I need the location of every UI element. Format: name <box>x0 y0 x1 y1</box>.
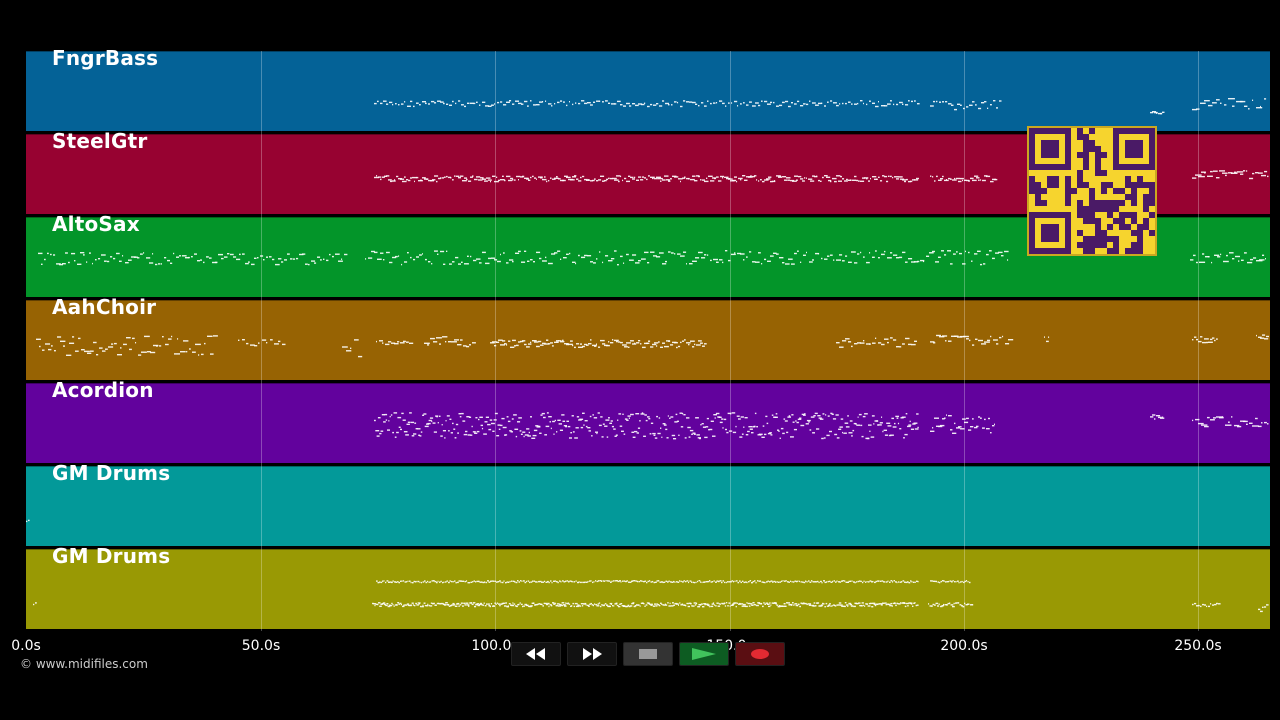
copyright-text: © www.midifiles.com <box>20 657 148 671</box>
time-tick: 50.0s <box>241 638 281 654</box>
time-tick: 200.0s <box>940 638 988 654</box>
play-button[interactable] <box>679 642 729 666</box>
track-name: Acordion <box>52 378 154 402</box>
grid-line <box>495 51 496 631</box>
track-name: AltoSax <box>52 212 140 236</box>
time-tick: 100.0s <box>471 638 519 654</box>
grid-line <box>261 51 262 631</box>
qr-code-icon[interactable] <box>1027 126 1157 256</box>
qr-code-graphic <box>1029 128 1155 254</box>
track-acordion[interactable]: Acordion <box>26 378 1270 463</box>
grid-line <box>964 51 965 631</box>
track-gm-drums-2[interactable]: GM Drums <box>26 544 1270 629</box>
track-name: SteelGtr <box>52 129 148 153</box>
record-icon <box>751 649 769 659</box>
track-gm-drums-1[interactable]: GM Drums <box>26 461 1270 546</box>
track-list: FngrBass SteelGtr AltoSax AahChoir Acord… <box>26 46 1270 631</box>
fast-forward-button[interactable] <box>567 642 617 666</box>
fast-forward-icon <box>583 648 602 660</box>
rewind-icon <box>526 648 545 660</box>
track-aahchoir[interactable]: AahChoir <box>26 295 1270 380</box>
rewind-button[interactable] <box>511 642 561 666</box>
record-button[interactable] <box>735 642 785 666</box>
track-name: AahChoir <box>52 295 157 319</box>
track-fngrbass[interactable]: FngrBass <box>26 46 1270 131</box>
stop-button[interactable] <box>623 642 673 666</box>
transport-bar <box>511 642 785 668</box>
grid-line <box>730 51 731 631</box>
play-icon <box>692 648 716 660</box>
grid-line <box>1198 51 1199 631</box>
track-name: GM Drums <box>52 544 171 568</box>
time-tick: 0.0s <box>11 638 41 654</box>
time-tick: 250.0s <box>1174 638 1222 654</box>
track-name: FngrBass <box>52 46 159 70</box>
stop-icon <box>639 649 657 659</box>
track-name: GM Drums <box>52 461 171 485</box>
